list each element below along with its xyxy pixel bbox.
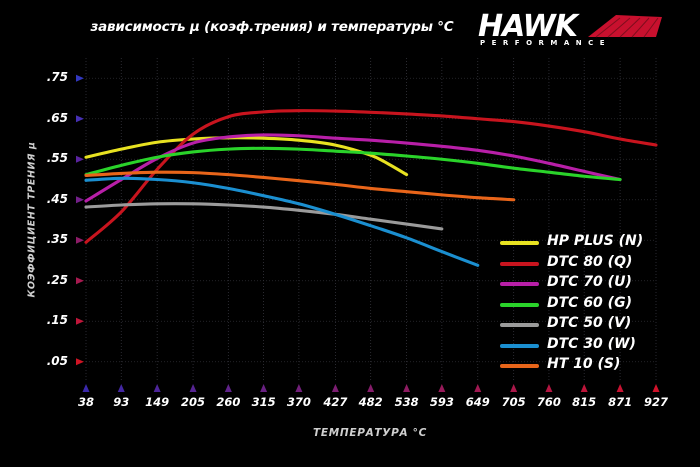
x-tick-label: 205: [181, 395, 206, 409]
x-tick-marker: [331, 384, 339, 392]
x-tick-marker: [82, 384, 90, 392]
page-title: зависимость μ (коэф.трения) и температур…: [90, 19, 454, 35]
y-tick-marker: [76, 317, 84, 325]
x-tick-marker: [580, 384, 588, 392]
x-tick-marker: [474, 384, 482, 392]
series-group: [84, 109, 658, 267]
x-tick-marker: [616, 384, 624, 392]
y-tick-marker: [76, 277, 84, 285]
legend-color-swatch: [500, 323, 539, 327]
legend-label: DTC 30 (W): [547, 335, 636, 352]
hawk-tagline: PERFORMANCE: [480, 39, 612, 47]
x-tick-marker: [438, 384, 446, 392]
tick-marks: [76, 74, 660, 392]
x-tick-label: 482: [358, 395, 383, 409]
x-tick-marker: [545, 384, 553, 392]
x-tick-label: 93: [113, 395, 130, 409]
x-tick-marker: [403, 384, 411, 392]
x-tick-label: 760: [536, 395, 561, 409]
series-line: [84, 133, 622, 203]
x-tick-marker: [367, 384, 375, 392]
legend-color-swatch: [500, 261, 539, 266]
series-line: [84, 170, 516, 202]
x-tick-marker: [295, 384, 303, 392]
x-tick-label: 370: [286, 395, 311, 409]
x-tick-label: 538: [394, 395, 419, 409]
x-tick-marker: [153, 384, 161, 392]
legend-label: HT 10 (S): [547, 356, 621, 372]
y-tick-marker: [76, 155, 84, 163]
y-tick-label: .15: [46, 313, 68, 328]
legend-label: DTC 60 (G): [547, 294, 632, 311]
x-tick-marker: [117, 384, 125, 392]
x-tick-marker: [189, 384, 197, 392]
legend-color-swatch: [500, 241, 539, 245]
x-tick-label: 649: [465, 395, 490, 409]
x-axis-title: ТЕМПЕРАТУРА °C: [312, 427, 428, 439]
x-tick-marker: [510, 384, 518, 392]
x-tick-label: 427: [323, 395, 348, 409]
x-tick-label: 593: [429, 395, 454, 409]
y-tick-marker: [76, 115, 84, 123]
legend-label: DTC 70 (U): [547, 274, 632, 290]
hawk-logo: HAWK PERFORMANCE: [478, 12, 664, 48]
x-tick-label: 149: [145, 395, 170, 409]
x-tick-label: 315: [251, 395, 276, 409]
legend-label: DTC 50 (V): [547, 315, 632, 331]
series-line: [84, 176, 480, 267]
legend-label: DTC 80 (Q): [547, 253, 633, 270]
y-tick-label: .25: [46, 272, 68, 287]
legend-color-swatch: [500, 364, 539, 368]
y-tick-label: .75: [46, 70, 68, 85]
y-tick-marker: [76, 74, 84, 82]
y-tick-marker: [76, 236, 84, 244]
series-line: [84, 146, 622, 182]
legend-label: HP PLUS (N): [547, 233, 644, 249]
x-tick-marker: [224, 384, 232, 392]
x-tick-marker: [652, 384, 660, 392]
series-line: [84, 109, 658, 244]
x-tick-label: 871: [608, 395, 633, 409]
y-tick-marker: [76, 358, 84, 366]
y-tick-label: .55: [46, 151, 68, 166]
x-tick-label: 927: [643, 395, 668, 409]
legend-color-swatch: [500, 343, 539, 348]
x-tick-label: 260: [216, 395, 241, 409]
series-line: [84, 202, 444, 231]
x-tick-marker: [260, 384, 268, 392]
x-tick-label: 815: [572, 395, 597, 409]
series-line: [84, 136, 409, 177]
legend-color-swatch: [500, 282, 539, 286]
y-tick-marker: [76, 196, 84, 204]
x-tick-label: 38: [77, 395, 94, 409]
x-tick-label: 705: [501, 395, 526, 409]
hawk-wordmark: HAWK: [478, 9, 578, 44]
legend-color-swatch: [500, 302, 539, 307]
y-tick-label: .45: [46, 191, 68, 206]
y-tick-label: .65: [46, 110, 68, 125]
hawk-swoosh-icon: [588, 15, 662, 38]
y-tick-label: .05: [46, 353, 68, 368]
y-tick-label: .35: [46, 232, 68, 247]
